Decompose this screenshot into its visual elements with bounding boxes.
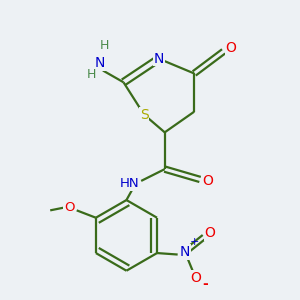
Text: -: -: [202, 277, 208, 291]
Text: O: O: [226, 41, 236, 56]
Text: S: S: [140, 108, 148, 122]
Text: O: O: [205, 226, 215, 240]
Text: N: N: [154, 52, 164, 66]
Text: O: O: [190, 271, 201, 285]
Text: O: O: [64, 201, 75, 214]
Text: HN: HN: [120, 177, 139, 190]
Text: O: O: [202, 174, 213, 188]
Text: N: N: [95, 56, 105, 70]
Text: N: N: [180, 245, 190, 259]
Text: +: +: [190, 237, 200, 247]
Text: H: H: [100, 39, 109, 52]
Text: H: H: [86, 68, 96, 81]
